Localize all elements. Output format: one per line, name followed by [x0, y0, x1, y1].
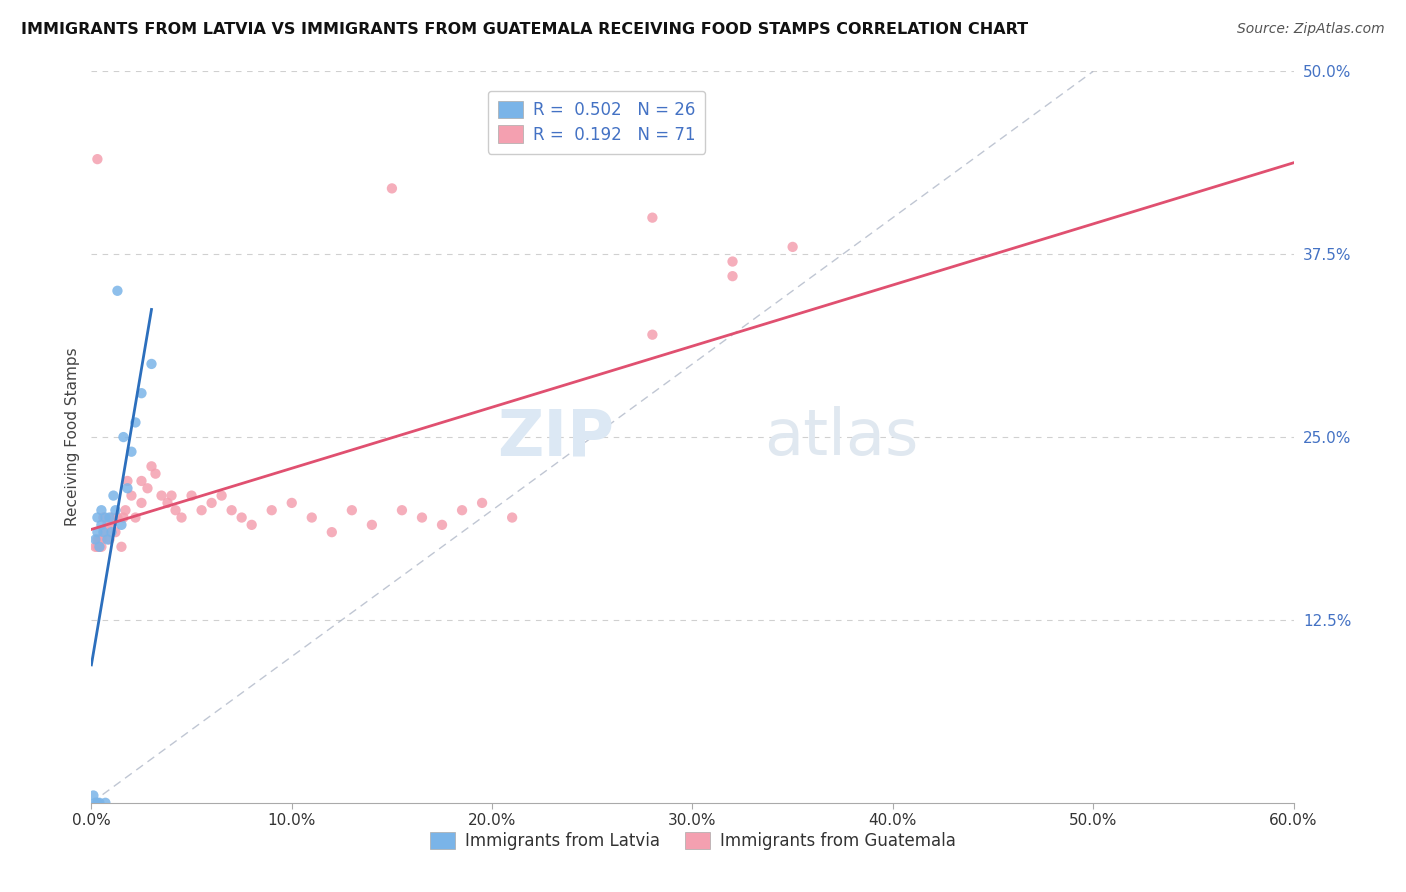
Point [110, 540, 132, 554]
Point [86, 510, 108, 524]
Text: Source: ZipAtlas.com: Source: ZipAtlas.com [1237, 22, 1385, 37]
Point [103, 489, 125, 503]
Point [100, 510, 122, 524]
Point [84, 796, 107, 810]
Point [136, 481, 159, 495]
Point [201, 496, 224, 510]
Point [131, 496, 153, 510]
Y-axis label: Receiving Food Stamps: Receiving Food Stamps [65, 348, 80, 526]
Point [112, 510, 135, 524]
Point [145, 467, 167, 481]
Point [90, 540, 112, 554]
Point [641, 327, 664, 342]
Point [100, 525, 122, 540]
Point [430, 517, 453, 532]
Point [721, 269, 744, 284]
Point [86, 533, 108, 547]
Point [124, 510, 146, 524]
Point [165, 503, 187, 517]
Point [260, 503, 283, 517]
Point [96, 517, 118, 532]
Point [141, 459, 163, 474]
Point [104, 525, 127, 540]
Point [391, 503, 413, 517]
Point [131, 474, 153, 488]
Text: ZIP: ZIP [498, 406, 614, 468]
Point [121, 444, 143, 458]
Point [90, 503, 112, 517]
Point [641, 211, 664, 225]
Point [121, 489, 143, 503]
Point [721, 254, 744, 268]
Point [107, 510, 129, 524]
Point [94, 510, 117, 524]
Point [100, 517, 122, 532]
Point [98, 510, 121, 524]
Point [381, 181, 404, 195]
Legend: Immigrants from Latvia, Immigrants from Guatemala: Immigrants from Latvia, Immigrants from … [423, 825, 962, 856]
Point [90, 533, 112, 547]
Point [84, 533, 107, 547]
Point [98, 533, 121, 547]
Point [86, 540, 108, 554]
Point [451, 503, 474, 517]
Point [240, 517, 263, 532]
Point [89, 540, 111, 554]
Point [94, 525, 117, 540]
Point [190, 503, 212, 517]
Point [94, 796, 117, 810]
Point [411, 510, 433, 524]
Point [107, 284, 129, 298]
Point [89, 540, 111, 554]
Point [340, 503, 363, 517]
Point [104, 503, 127, 517]
Point [117, 481, 139, 495]
Point [89, 533, 111, 547]
Point [221, 503, 243, 517]
Point [93, 510, 115, 524]
Point [782, 240, 804, 254]
Point [471, 496, 494, 510]
Point [86, 525, 108, 540]
Point [90, 517, 112, 532]
Point [301, 510, 323, 524]
Text: atlas: atlas [765, 406, 920, 468]
Point [114, 503, 136, 517]
Point [96, 533, 118, 547]
Point [89, 796, 111, 810]
Point [93, 525, 115, 540]
Point [170, 510, 193, 524]
Point [117, 474, 139, 488]
Point [150, 489, 173, 503]
Point [180, 489, 202, 503]
Point [281, 496, 304, 510]
Point [82, 789, 104, 803]
Point [131, 386, 153, 401]
Point [360, 517, 382, 532]
Point [231, 510, 253, 524]
Point [84, 540, 107, 554]
Point [141, 357, 163, 371]
Point [321, 525, 343, 540]
Point [112, 430, 135, 444]
Point [86, 152, 108, 166]
Point [211, 489, 233, 503]
Point [160, 489, 183, 503]
Point [501, 510, 523, 524]
Point [110, 517, 132, 532]
Point [124, 416, 146, 430]
Text: IMMIGRANTS FROM LATVIA VS IMMIGRANTS FROM GUATEMALA RECEIVING FOOD STAMPS CORREL: IMMIGRANTS FROM LATVIA VS IMMIGRANTS FRO… [21, 22, 1028, 37]
Point [86, 796, 108, 810]
Point [156, 496, 179, 510]
